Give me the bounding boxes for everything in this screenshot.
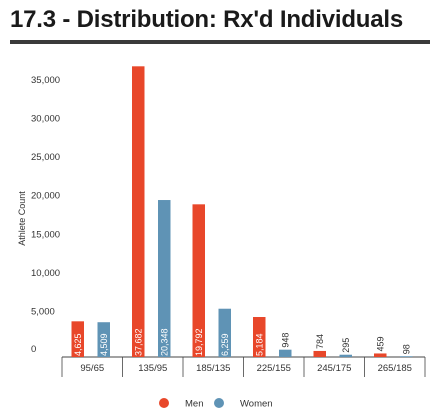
title-underline: [10, 40, 430, 44]
women-bar-5: [339, 354, 352, 357]
x-tick-label: 95/65: [80, 363, 104, 374]
women-bar-3: [218, 308, 231, 357]
chart-title: 17.3 - Distribution: Rx'd Individuals: [10, 6, 404, 33]
data-label: 98: [401, 344, 411, 354]
y-tick-label: 30,000: [31, 114, 60, 125]
women-bar-6: [400, 356, 413, 357]
data-label: 295: [341, 338, 351, 353]
men-bar-1: [71, 321, 84, 357]
data-label: 20,348: [159, 328, 169, 356]
legend-label-women: Women: [240, 399, 273, 410]
x-tick-label: 265/185: [378, 363, 412, 374]
men-bar-3: [192, 204, 205, 357]
data-label: 784: [315, 334, 325, 349]
y-tick-label: 5,000: [31, 306, 55, 317]
y-tick-label: 20,000: [31, 191, 60, 202]
x-tick-label: 135/95: [138, 363, 167, 374]
data-label: 459: [375, 336, 385, 351]
x-tick-label: 185/135: [196, 363, 230, 374]
y-tick-label: 35,000: [31, 75, 60, 86]
women-bar-4: [279, 349, 292, 357]
data-label: 19,792: [194, 328, 204, 356]
men-bar-6: [374, 353, 387, 357]
data-label: 37,682: [133, 328, 143, 356]
y-tick-label: 0: [31, 344, 36, 355]
men-bar-4: [253, 317, 266, 357]
men-bar-5: [313, 350, 326, 357]
legend-swatch-men: [159, 398, 169, 408]
x-tick-label: 245/175: [317, 363, 351, 374]
legend-swatch-women: [214, 398, 224, 408]
data-label: 6,259: [220, 333, 230, 356]
data-label: 4,625: [73, 333, 83, 356]
x-tick-label: 225/155: [257, 363, 291, 374]
women-bar-2: [158, 200, 171, 357]
men-bar-2: [132, 66, 145, 357]
women-bar-1: [97, 322, 110, 357]
data-label: 4,509: [99, 333, 109, 356]
y-tick-label: 15,000: [31, 229, 60, 240]
legend-label-men: Men: [185, 399, 203, 410]
y-tick-label: 10,000: [31, 268, 60, 279]
data-label: 948: [280, 333, 290, 348]
y-axis-label: Athlete Count: [17, 191, 27, 246]
y-tick-label: 25,000: [31, 152, 60, 163]
data-label: 5,184: [254, 333, 264, 356]
